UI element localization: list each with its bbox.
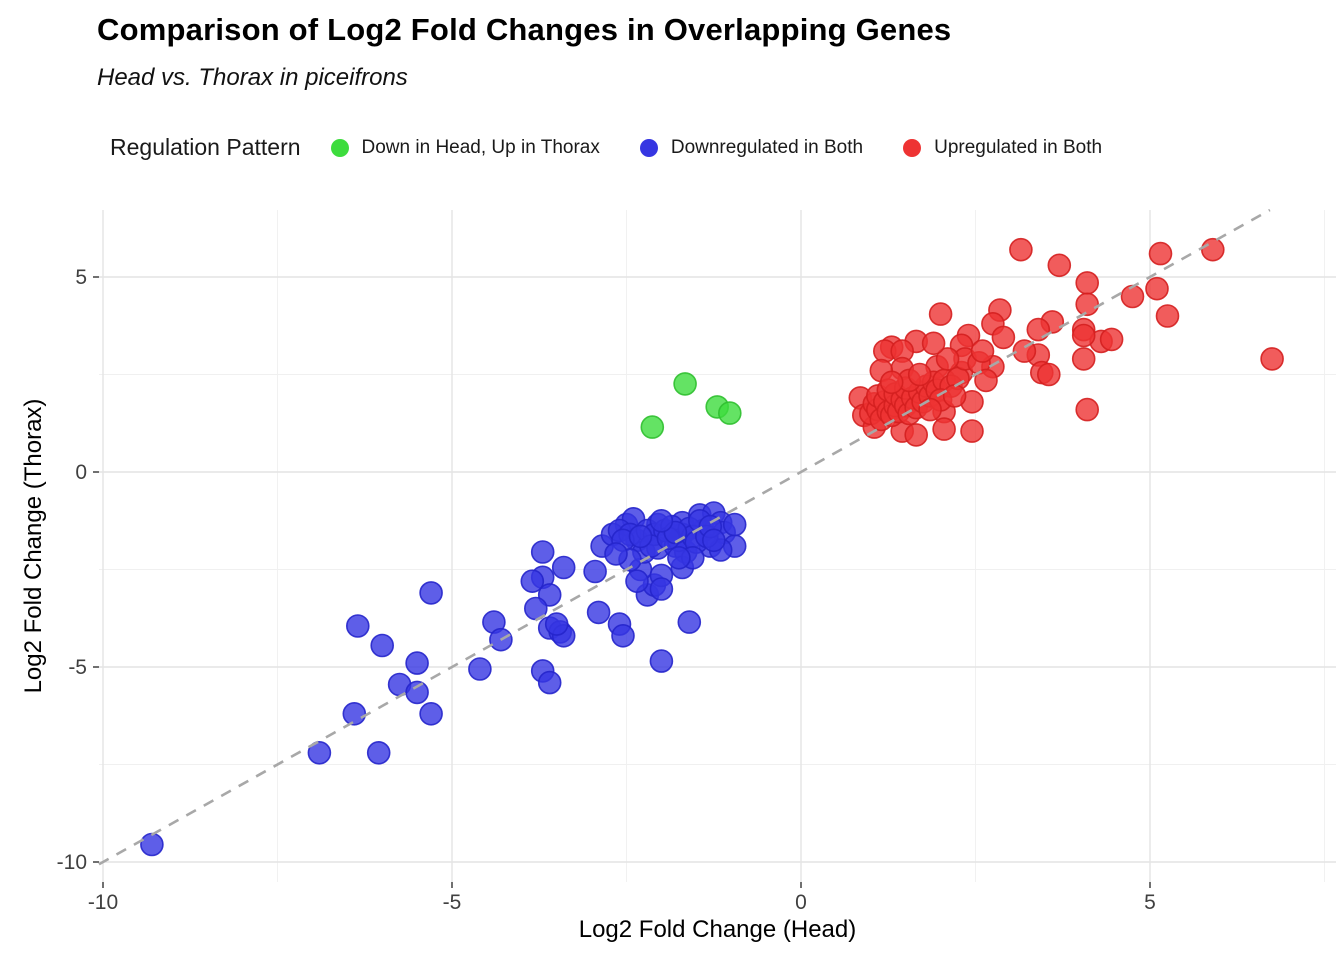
data-point-series-2: [586, 600, 611, 625]
data-point-series-3: [1071, 323, 1096, 348]
data-point-series-2: [537, 670, 562, 695]
data-point-series-3: [1009, 237, 1033, 262]
y-tick-label: 0: [75, 461, 87, 484]
data-point-series-2: [628, 524, 653, 549]
x-tick-label: -5: [443, 891, 462, 914]
data-point-series-2: [140, 832, 164, 857]
data-point-series-2: [468, 657, 492, 681]
data-point-series-2: [649, 508, 674, 533]
y-tick-label: 5: [75, 266, 87, 289]
data-point-series-2: [722, 512, 747, 537]
data-point-series-3: [907, 362, 932, 387]
data-point-series-2: [611, 623, 635, 648]
data-point-series-3: [879, 370, 904, 395]
data-point-series-2: [625, 569, 649, 594]
data-point-series-2: [604, 542, 628, 566]
data-point-series-2: [583, 559, 607, 584]
x-tick-label: 5: [1144, 891, 1156, 914]
data-point-series-3: [935, 347, 960, 371]
data-point-series-3: [904, 423, 929, 447]
identity-line: [98, 208, 1271, 866]
legend-item-label: Upregulated in Both: [934, 136, 1103, 158]
data-point-series-2: [551, 555, 576, 580]
data-point-series-3: [1075, 397, 1099, 422]
data-point-series-3: [991, 325, 1016, 350]
data-point-series-2: [370, 633, 395, 658]
data-point-series-2: [419, 581, 443, 605]
data-point-series-2: [544, 612, 569, 636]
data-point-series-2: [405, 651, 429, 675]
data-point-series-3: [1075, 292, 1099, 317]
legend-dot: [639, 138, 658, 157]
data-point-series-3: [1099, 327, 1124, 352]
data-point-series-2: [345, 614, 370, 638]
legend-item-1: Down in Head, Up in Thorax: [330, 136, 600, 159]
y-tick-label: -10: [57, 851, 87, 874]
legend-item-label: Down in Head, Up in Thorax: [361, 136, 600, 158]
data-point-series-3: [1148, 241, 1173, 266]
y-tick-label: -5: [68, 656, 87, 679]
data-point-series-2: [307, 740, 332, 765]
data-point-series-3: [1026, 317, 1051, 342]
legend-items: Down in Head, Up in Thorax Downregulated …: [330, 136, 1143, 159]
data-point-series-1: [717, 401, 742, 425]
x-axis-title: Log2 Fold Change (Head): [578, 916, 857, 943]
legend-title: Regulation Pattern: [110, 134, 301, 160]
data-point-series-2: [667, 545, 691, 570]
legend-dot: [903, 138, 922, 157]
data-point-series-2: [649, 577, 674, 601]
data-point-series-3: [970, 339, 995, 363]
data-point-series-3: [1201, 237, 1225, 262]
data-point-series-3: [1012, 339, 1037, 363]
data-point-series-2: [520, 569, 545, 594]
data-point-series-3: [928, 302, 953, 326]
data-point-series-2: [342, 701, 367, 726]
data-point-series-3: [1145, 276, 1169, 301]
data-point-series-2: [405, 680, 429, 705]
data-point-series-3: [918, 397, 942, 422]
legend-item-2: Downregulated in Both: [639, 136, 864, 159]
chart-title: Comparison of Log2 Fold Changes in Overl…: [97, 12, 952, 47]
data-point-series-1: [673, 372, 697, 396]
data-point-series-3: [1120, 284, 1145, 309]
data-point-series-3: [1071, 347, 1096, 371]
data-point-series-3: [974, 368, 998, 393]
data-point-series-3: [921, 331, 946, 356]
data-point-series-3: [960, 419, 984, 443]
data-point-series-2: [701, 528, 726, 553]
legend-dot: [330, 138, 349, 157]
data-point-series-3: [1260, 347, 1284, 371]
chart-subtitle: Head vs. Thorax in piceifrons: [97, 64, 408, 91]
data-point-series-3: [932, 417, 956, 441]
y-axis-title: Log2 Fold Change (Thorax): [20, 398, 47, 694]
data-point-series-2: [530, 540, 555, 564]
data-point-series-2: [366, 740, 391, 765]
legend: Regulation Pattern Down in Head, Up in T…: [110, 134, 1142, 161]
data-point-series-3: [1155, 304, 1180, 328]
data-point-series-3: [1047, 253, 1072, 278]
data-point-series-2: [649, 649, 674, 673]
data-point-series-3: [1075, 271, 1099, 295]
data-point-series-3: [1037, 362, 1061, 387]
legend-item-label: Downregulated in Both: [670, 136, 864, 158]
data-point-series-2: [677, 610, 702, 634]
x-tick-label: 0: [795, 891, 807, 914]
x-tick-label: -10: [88, 891, 118, 914]
data-point-series-1: [640, 415, 665, 439]
data-point-series-3: [942, 384, 967, 408]
legend-item-3: Upregulated in Both: [903, 137, 1102, 159]
data-point-series-2: [419, 701, 443, 726]
